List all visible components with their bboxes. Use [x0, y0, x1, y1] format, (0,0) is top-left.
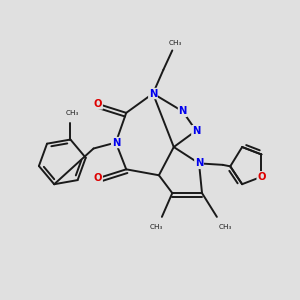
Text: N: N	[149, 88, 157, 98]
Text: O: O	[94, 173, 102, 183]
Text: CH₃: CH₃	[219, 224, 232, 230]
Text: N: N	[192, 126, 200, 136]
Text: N: N	[178, 106, 187, 116]
Text: O: O	[94, 99, 102, 109]
Text: N: N	[112, 138, 120, 148]
Text: N: N	[195, 158, 203, 168]
Text: O: O	[257, 172, 266, 182]
Text: CH₃: CH₃	[65, 110, 79, 116]
Text: CH₃: CH₃	[169, 40, 182, 46]
Text: CH₃: CH₃	[149, 224, 163, 230]
